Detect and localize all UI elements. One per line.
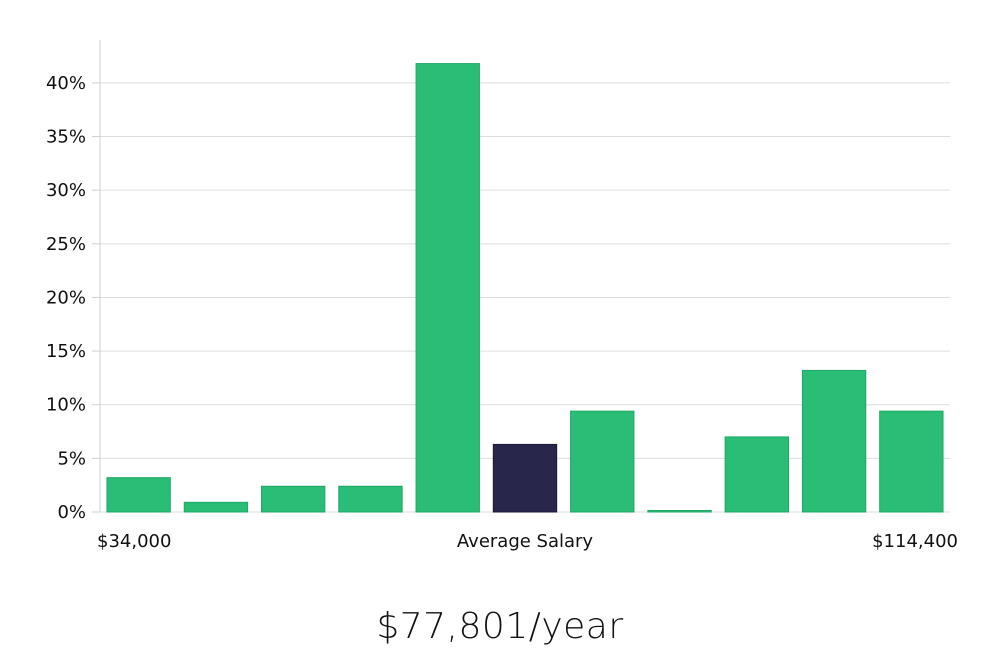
bar (106, 477, 171, 513)
bar (879, 410, 944, 513)
bar (724, 436, 790, 513)
y-tick-label: 10% (46, 395, 86, 416)
average-salary-value: $77,801/year (376, 606, 624, 647)
y-tick-label: 25% (46, 234, 86, 255)
x-axis-start-label: $34,000 (97, 531, 171, 552)
bar-average-highlight (492, 443, 558, 513)
bar (570, 410, 635, 513)
x-axis-title: Average Salary (457, 531, 594, 552)
bar (647, 510, 712, 513)
y-tick-label: 0% (57, 502, 86, 523)
y-tick-label: 40% (46, 73, 86, 94)
y-tick-label: 15% (46, 341, 86, 362)
bar (801, 369, 867, 513)
salary-distribution-chart: 0% 5% 10% 15% 20% 25% 30% 35% 40% $34,000 Averag… (46, 40, 958, 552)
y-axis-ticks: 0% 5% 10% 15% 20% 25% 30% 35% 40% (46, 73, 100, 523)
y-tick-label: 5% (57, 448, 86, 469)
bar (415, 63, 480, 513)
y-tick-label: 30% (46, 180, 86, 201)
bar (183, 501, 249, 513)
gridlines (100, 82, 950, 513)
bars (106, 63, 944, 513)
x-axis-end-label: $114,400 (872, 531, 958, 552)
y-tick-label: 35% (46, 127, 86, 148)
bar (338, 485, 403, 513)
y-tick-label: 20% (46, 287, 86, 308)
bar (261, 485, 326, 513)
